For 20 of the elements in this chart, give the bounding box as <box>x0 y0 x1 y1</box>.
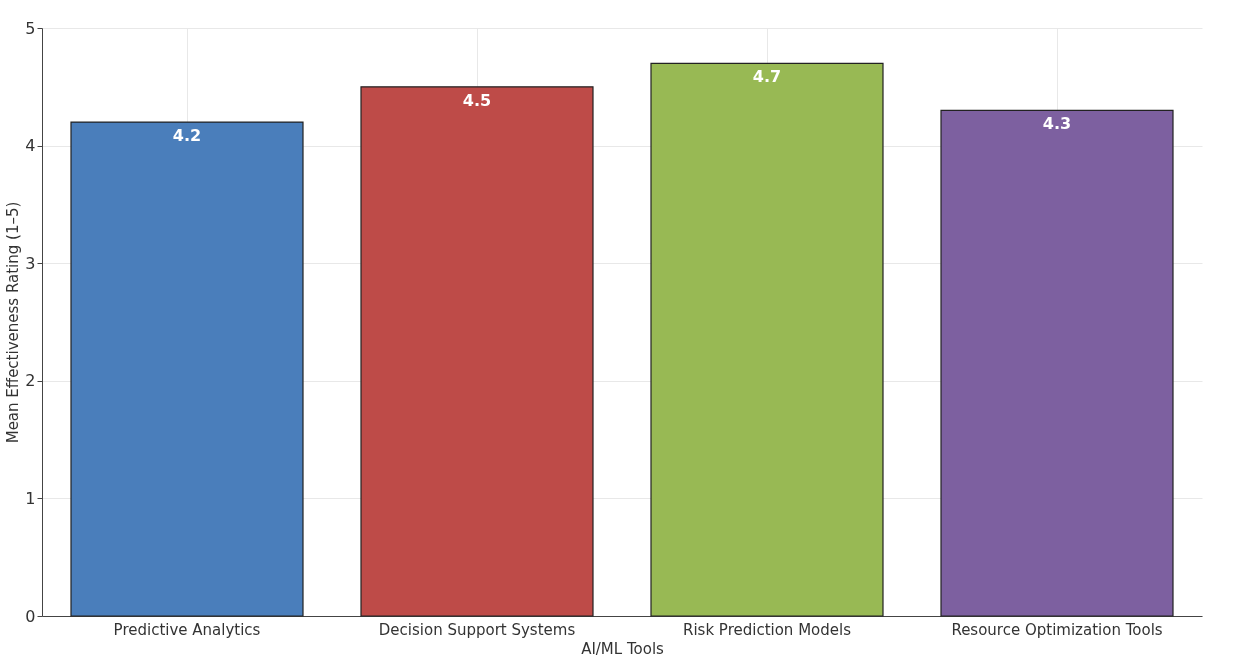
y-tick-label: 2 <box>25 371 36 391</box>
x-tick-label: Resource Optimization Tools <box>951 620 1163 639</box>
data-label: 4.5 <box>462 90 492 110</box>
data-label: 4.3 <box>1042 114 1072 134</box>
y-tick-label: 1 <box>25 488 36 508</box>
y-axis-title: Mean Effectiveness Rating (1–5) <box>4 201 23 444</box>
x-tick-label: Risk Prediction Models <box>683 620 852 639</box>
y-tick-label: 0 <box>25 606 36 626</box>
bar <box>650 62 884 617</box>
y-tick-label: 3 <box>25 253 36 273</box>
bar <box>70 121 304 617</box>
x-tick-label: Decision Support Systems <box>378 620 576 639</box>
x-tick-label: Predictive Analytics <box>113 620 261 639</box>
bar <box>940 109 1174 617</box>
data-label: 4.2 <box>172 126 202 146</box>
x-axis-title: AI/ML Tools <box>581 639 665 658</box>
data-label: 4.7 <box>752 67 782 87</box>
y-tick-label: 4 <box>25 136 36 156</box>
bar <box>360 86 594 617</box>
y-tick-label: 5 <box>25 18 36 38</box>
